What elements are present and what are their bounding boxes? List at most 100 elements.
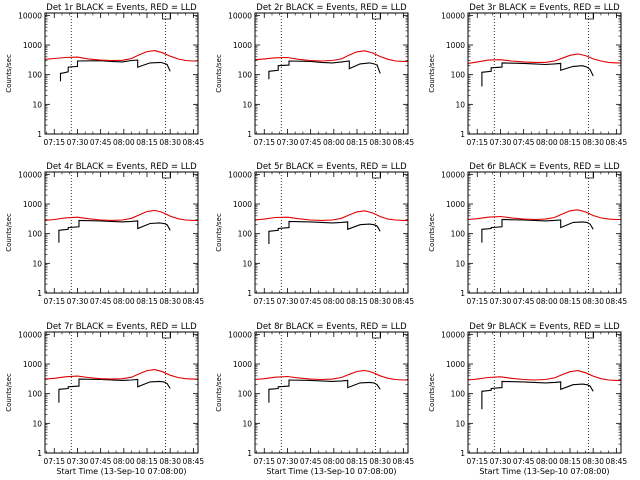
x-axis-label: Start Time (13-Sep-10 07:08:00) xyxy=(56,467,186,476)
x-tick-label: 07:45 xyxy=(513,138,535,147)
x-tick-label: 07:45 xyxy=(90,297,112,306)
events-series-line xyxy=(481,380,594,410)
y-tick-label: 10 xyxy=(242,259,252,268)
x-axis-label: Start Time (13-Sep-10 07:08:00) xyxy=(266,467,396,476)
y-tick-label: 10000 xyxy=(228,11,252,20)
y-tick-label: 1000 xyxy=(446,200,465,209)
y-tick-label: 100 xyxy=(451,230,466,239)
events-series-line xyxy=(58,378,171,403)
y-tick-label: 10000 xyxy=(441,330,465,339)
plot-frame xyxy=(44,12,199,135)
events-series-line xyxy=(268,60,381,80)
y-tick-label: 1 xyxy=(460,449,465,458)
x-tick-label: 07:45 xyxy=(300,297,322,306)
x-tick-label: 08:15 xyxy=(136,297,158,306)
x-tick-label: 07:45 xyxy=(90,457,112,466)
chart-panel-3: Det 3r BLACK = Events, RED = LLD Counts/s… xyxy=(428,3,627,147)
x-tick-label: 07:15 xyxy=(43,297,65,306)
x-tick-label: 08:45 xyxy=(183,297,205,306)
x-tick-label: 07:45 xyxy=(300,138,322,147)
x-tick-label: 07:30 xyxy=(490,457,512,466)
y-tick-label: 100 xyxy=(451,71,466,80)
x-tick-label: 07:15 xyxy=(43,457,65,466)
marker-bracket xyxy=(585,332,594,339)
x-tick-label: 08:30 xyxy=(582,457,604,466)
chart-title: Det 9r BLACK = Events, RED = LLD xyxy=(469,322,620,332)
x-tick-label: 08:00 xyxy=(536,457,558,466)
chart-title: Det 2r BLACK = Events, RED = LLD xyxy=(256,3,407,13)
y-axis-label: Counts/sec xyxy=(428,54,436,93)
x-tick-label: 08:15 xyxy=(559,297,581,306)
x-tick-label: 08:00 xyxy=(113,138,135,147)
x-tick-label: 07:30 xyxy=(277,138,299,147)
x-tick-label: 08:00 xyxy=(323,297,345,306)
chart-panel-9: Det 9r BLACK = Events, RED = LLD Counts/s… xyxy=(428,322,627,476)
x-tick-label: 08:30 xyxy=(582,138,604,147)
marker-bracket xyxy=(162,13,171,20)
y-tick-label: 100 xyxy=(28,390,43,399)
y-tick-label: 10000 xyxy=(441,11,465,20)
x-tick-label: 08:30 xyxy=(582,297,604,306)
lld-series-line xyxy=(254,369,408,381)
chart-title: Det 1r BLACK = Events, RED = LLD xyxy=(46,3,197,13)
y-tick-label: 10 xyxy=(455,419,465,428)
chart-panel-7: Det 7r BLACK = Events, RED = LLD Counts/s… xyxy=(5,322,204,476)
y-tick-label: 10 xyxy=(455,259,465,268)
y-axis-label: Counts/sec xyxy=(5,213,13,252)
y-axis-label: Counts/sec xyxy=(215,213,223,252)
lld-series-line xyxy=(44,369,198,380)
x-tick-label: 07:30 xyxy=(277,297,299,306)
x-tick-label: 08:15 xyxy=(346,457,368,466)
x-tick-label: 08:30 xyxy=(369,457,391,466)
chart-panel-2: Det 2r BLACK = Events, RED = LLD Counts/s… xyxy=(215,3,414,147)
lld-series-line xyxy=(467,53,621,64)
x-tick-label: 08:15 xyxy=(136,138,158,147)
y-tick-label: 1000 xyxy=(446,360,465,369)
y-axis-label: Counts/sec xyxy=(428,213,436,252)
y-tick-label: 10000 xyxy=(228,330,252,339)
plot-frame xyxy=(44,171,199,294)
y-tick-label: 100 xyxy=(28,230,43,239)
x-tick-label: 08:00 xyxy=(113,297,135,306)
chart-panel-1: Det 1r BLACK = Events, RED = LLD Counts/s… xyxy=(5,3,204,147)
y-tick-label: 10 xyxy=(455,100,465,109)
y-tick-label: 1000 xyxy=(233,360,252,369)
lld-series-line xyxy=(254,50,408,62)
y-tick-label: 10000 xyxy=(441,170,465,179)
events-series-line xyxy=(268,220,381,244)
x-tick-label: 08:30 xyxy=(159,457,181,466)
y-axis-label: Counts/sec xyxy=(5,54,13,93)
chart-title: Det 8r BLACK = Events, RED = LLD xyxy=(256,322,407,332)
y-tick-label: 1 xyxy=(37,289,42,298)
x-tick-label: 07:15 xyxy=(466,297,488,306)
x-tick-label: 07:15 xyxy=(253,297,275,306)
lld-series-line xyxy=(467,209,621,221)
plot-frame xyxy=(254,12,409,135)
plot-frame xyxy=(467,12,622,135)
x-tick-label: 08:00 xyxy=(323,457,345,466)
y-tick-label: 1 xyxy=(460,130,465,139)
x-tick-label: 07:30 xyxy=(490,297,512,306)
x-tick-label: 08:15 xyxy=(346,297,368,306)
y-tick-label: 10000 xyxy=(18,330,42,339)
y-tick-label: 10 xyxy=(242,100,252,109)
x-tick-label: 07:30 xyxy=(67,457,89,466)
x-tick-label: 08:15 xyxy=(346,138,368,147)
y-tick-label: 1000 xyxy=(233,41,252,50)
x-tick-label: 08:00 xyxy=(536,138,558,147)
x-tick-label: 08:30 xyxy=(159,138,181,147)
marker-bracket xyxy=(585,13,594,20)
y-tick-label: 1000 xyxy=(233,200,252,209)
x-tick-label: 07:45 xyxy=(90,138,112,147)
y-tick-label: 1 xyxy=(247,130,252,139)
lld-series-line xyxy=(254,210,408,221)
x-tick-label: 07:45 xyxy=(513,457,535,466)
plot-frame xyxy=(44,331,199,454)
events-series-line xyxy=(268,379,381,403)
y-tick-label: 10000 xyxy=(18,170,42,179)
lld-series-line xyxy=(467,370,621,381)
x-tick-label: 08:15 xyxy=(559,457,581,466)
x-tick-label: 07:15 xyxy=(466,457,488,466)
plot-frame xyxy=(467,331,622,454)
